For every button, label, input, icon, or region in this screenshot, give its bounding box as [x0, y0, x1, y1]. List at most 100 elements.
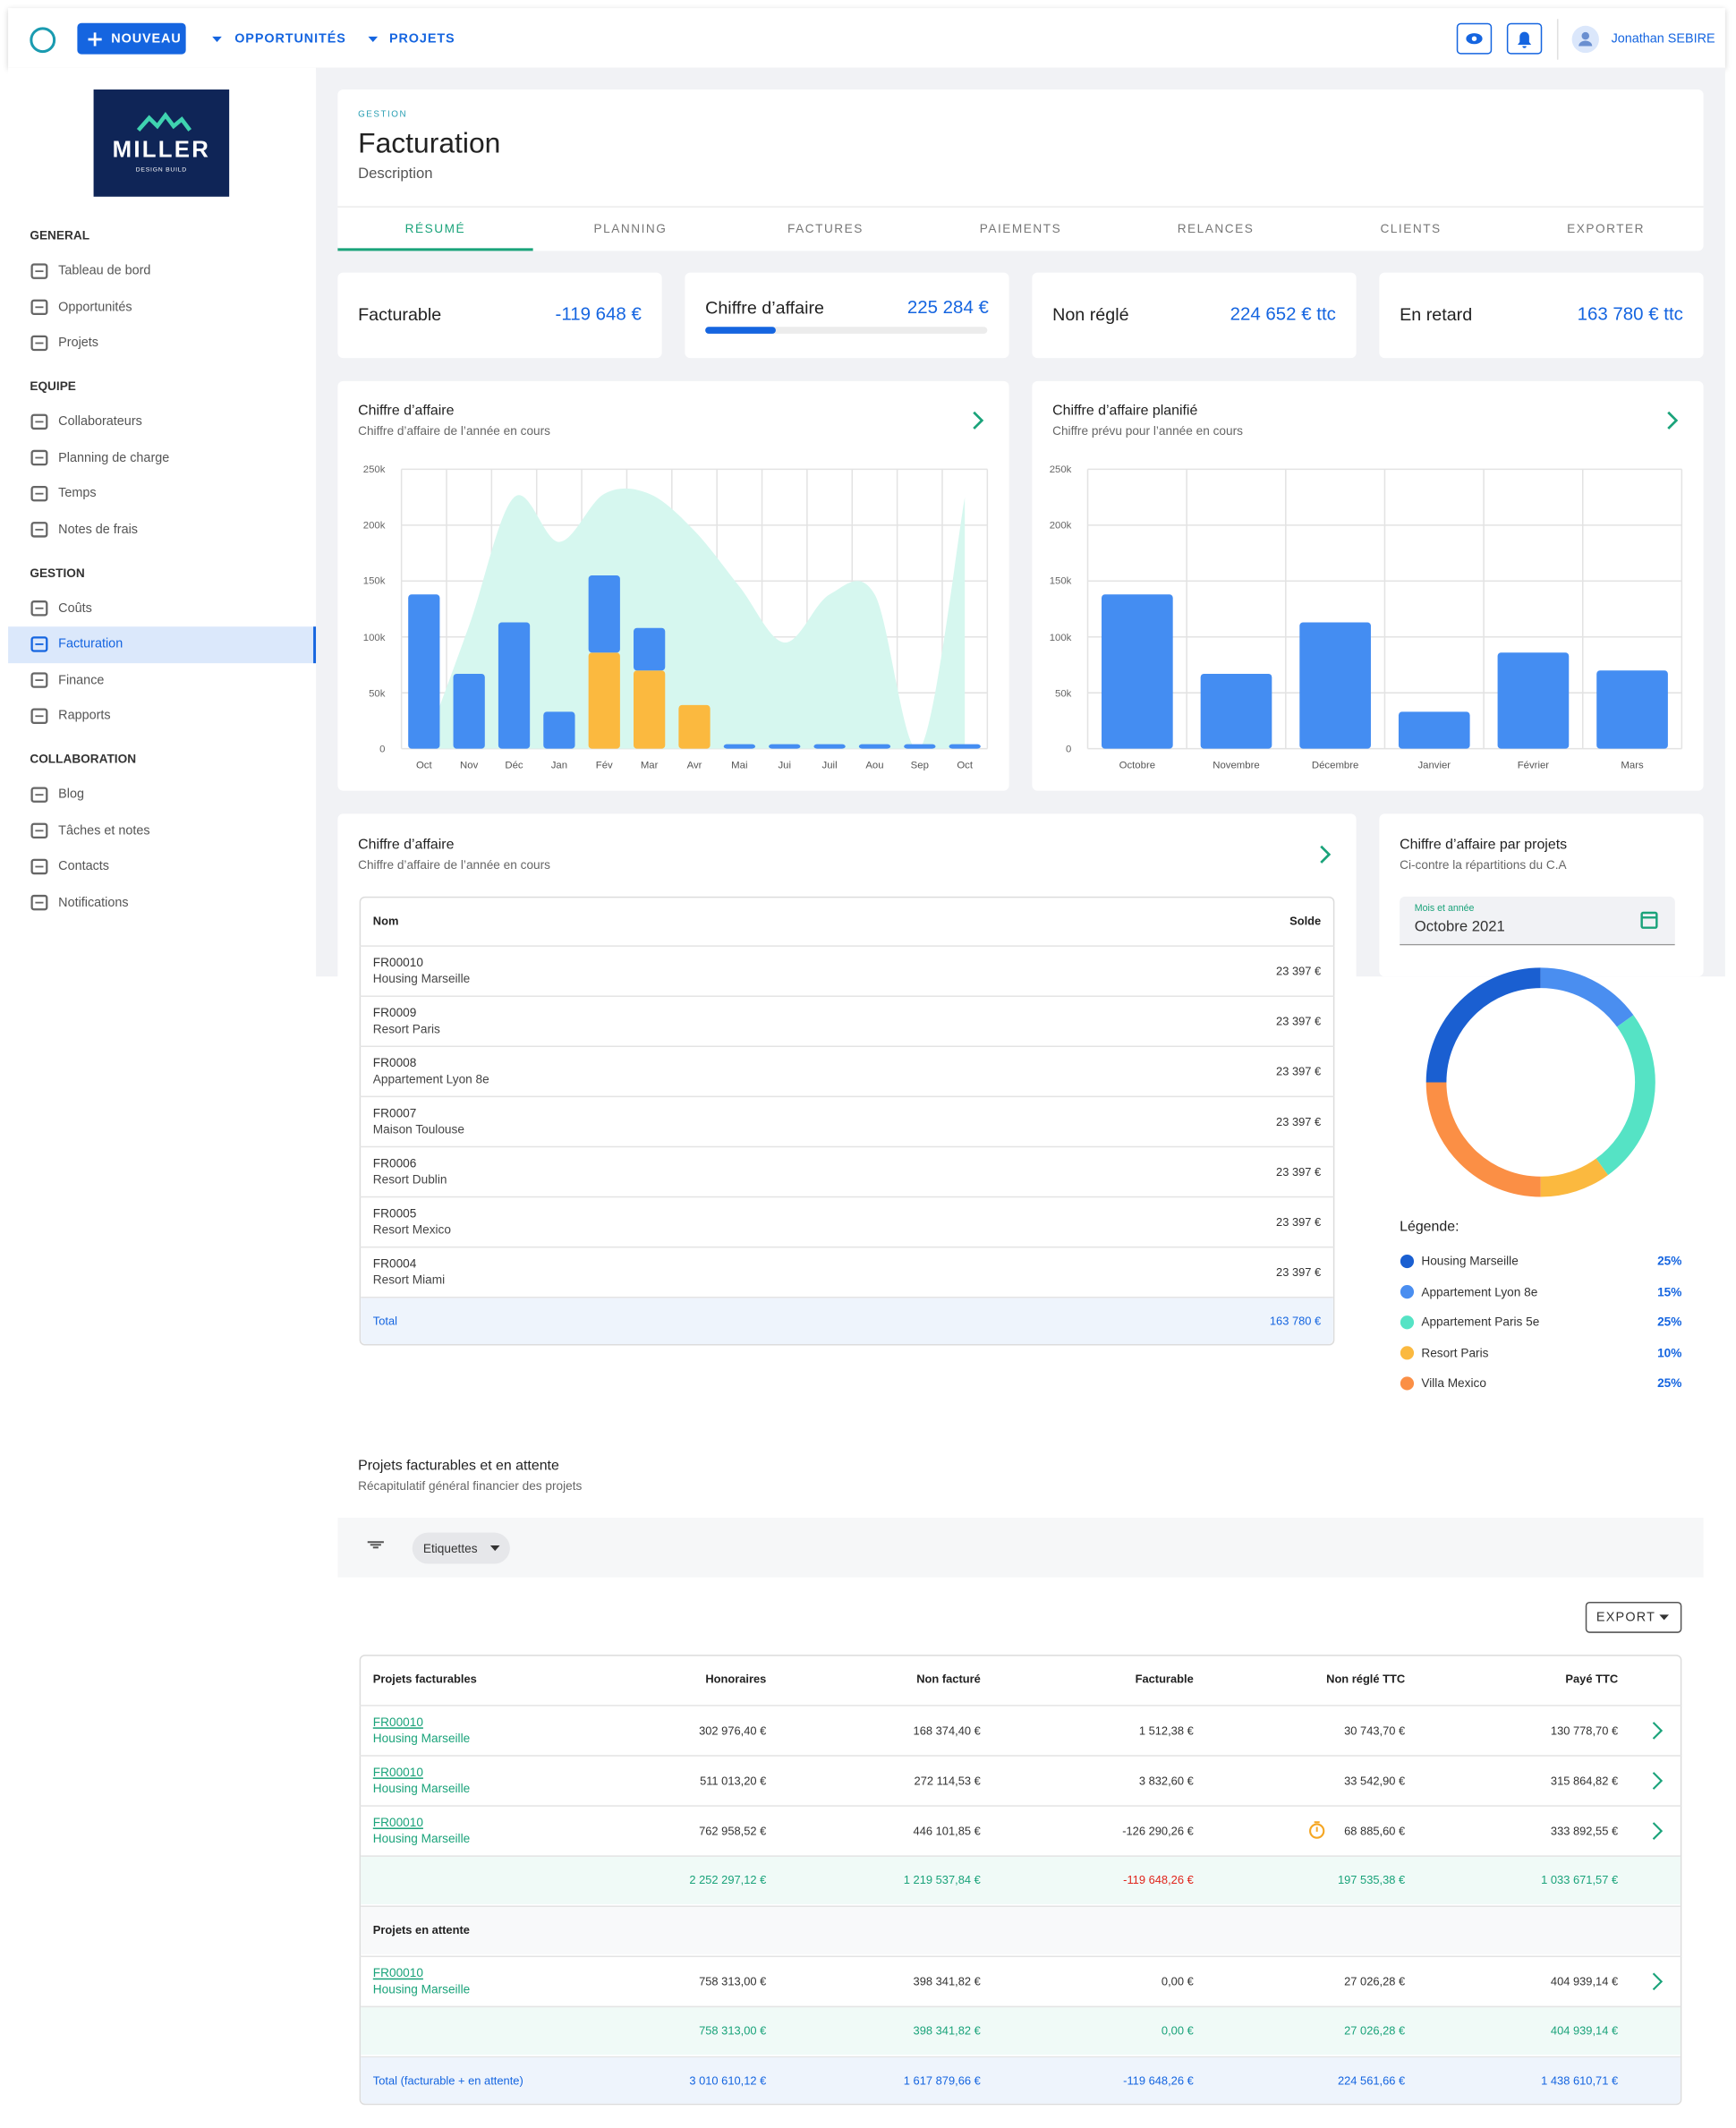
total-row — [361, 2056, 1681, 2104]
sidebar-link[interactable]: Coûts — [58, 600, 92, 616]
legend-label: Resort Paris — [1421, 1345, 1489, 1359]
x-tick-label: Oct — [415, 758, 432, 771]
new-button-label[interactable]: NOUVEAU — [111, 31, 182, 47]
amount: 27 026,28 € — [1344, 1974, 1406, 1988]
project-code[interactable]: FR00010 — [372, 1966, 423, 1980]
sidebar-link[interactable]: Projets — [58, 335, 99, 351]
invoice-amount: 23 397 € — [1276, 1214, 1322, 1230]
sidebar-link[interactable]: Notifications — [58, 895, 129, 910]
y-tick-label: 150k — [1049, 575, 1072, 588]
invoice-amount: 23 397 € — [1276, 1014, 1322, 1028]
app-logo — [30, 27, 56, 54]
chart-subtitle: Chiffre d’affaire de l’année en cours — [358, 423, 550, 438]
sidebar-link[interactable]: Tableau de bord — [58, 263, 151, 279]
tab[interactable]: FACTURES — [787, 221, 864, 236]
legend-dot — [1400, 1346, 1415, 1360]
invoice-code: FR0009 — [372, 1005, 417, 1020]
total-amount: 224 561,66 € — [1337, 2073, 1406, 2087]
tab[interactable]: PAIEMENTS — [979, 221, 1062, 236]
progress-track — [705, 327, 988, 334]
invoice-name: Resort Dublin — [372, 1172, 447, 1187]
date-field[interactable] — [1400, 896, 1675, 946]
subtotal-amount: 1 219 537,84 € — [903, 1872, 981, 1887]
legend-dot — [1400, 1285, 1415, 1299]
x-tick-label: Fév — [595, 758, 613, 771]
x-tick-label: Mars — [1621, 758, 1644, 771]
tab[interactable]: PLANNING — [593, 221, 668, 236]
subtotal-amount: 398 341,82 € — [913, 2023, 981, 2038]
y-tick-label: 250k — [362, 463, 386, 476]
sidebar-section-title: COLLABORATION — [30, 752, 137, 766]
alerts-button[interactable] — [1506, 22, 1543, 55]
total-amount: 1 617 879,66 € — [903, 2073, 981, 2087]
legend-label: Appartement Lyon 8e — [1421, 1284, 1538, 1298]
sidebar-link[interactable]: Notes de frais — [58, 522, 139, 537]
client-logo — [93, 89, 230, 197]
amount: 758 313,00 € — [699, 1974, 767, 1988]
amount: 168 374,40 € — [913, 1724, 981, 1738]
row-separator — [359, 1145, 1335, 1148]
tab[interactable]: RELANCES — [1177, 221, 1255, 236]
sidebar-link[interactable]: Rapports — [58, 708, 111, 724]
tab[interactable]: EXPORTER — [1567, 221, 1646, 236]
column-header: Payé TTC — [1565, 1672, 1619, 1686]
total-amount: -119 648,26 € — [1123, 2073, 1194, 2087]
chart-title: Chiffre d’affaire planifié — [1052, 402, 1198, 419]
legend-value: 10% — [1657, 1345, 1682, 1359]
sidebar-link[interactable]: Collaborateurs — [58, 413, 142, 430]
sidebar-link[interactable]: Finance — [58, 672, 105, 688]
x-tick-label: Avr — [686, 758, 702, 771]
group-title: Projets en attente — [372, 1923, 470, 1937]
sidebar-link[interactable]: Opportunités — [58, 299, 132, 315]
amount: 404 939,14 € — [1550, 1974, 1619, 1988]
tab[interactable]: RÉSUMÉ — [404, 221, 466, 236]
amount: 333 892,55 € — [1550, 1824, 1619, 1838]
tag-chip-label[interactable]: Etiquettes — [422, 1540, 478, 1555]
filter-bar — [337, 1517, 1704, 1578]
row-separator — [359, 995, 1335, 997]
total-amount: 163 780 € — [1269, 1314, 1322, 1328]
field-value: Octobre 2021 — [1414, 918, 1505, 935]
kpi-card — [1379, 272, 1704, 359]
invoice-name: Maison Toulouse — [372, 1122, 464, 1136]
menu-link[interactable]: PROJETS — [388, 31, 455, 47]
kpi-value: 224 652 € ttc — [1230, 303, 1336, 325]
x-tick-label: Sep — [910, 758, 929, 771]
section-title: Projets facturables et en attente — [358, 1457, 559, 1475]
legend-value: 25% — [1657, 1254, 1682, 1268]
y-tick-label: 100k — [1049, 630, 1072, 643]
user-name[interactable]: Jonathan SEBIRE — [1611, 31, 1715, 47]
column-header: Solde — [1289, 914, 1322, 928]
sidebar-link[interactable]: Facturation — [58, 636, 123, 651]
amount: 30 743,70 € — [1344, 1724, 1406, 1738]
view-button[interactable] — [1456, 22, 1493, 55]
sidebar-link[interactable]: Temps — [58, 486, 97, 501]
chart-subtitle: Chiffre prévu pour l’année en cours — [1052, 423, 1243, 438]
invoice-name: Appartement Lyon 8e — [372, 1072, 489, 1086]
project-code[interactable]: FR00010 — [372, 1815, 423, 1829]
kpi-card — [1032, 272, 1357, 359]
tab[interactable]: CLIENTS — [1380, 221, 1442, 236]
progress-fill — [705, 327, 776, 334]
project-code[interactable]: FR00010 — [372, 1765, 423, 1779]
legend-dot — [1400, 1315, 1415, 1330]
sidebar-link[interactable]: Tâches et notes — [58, 822, 150, 838]
y-tick-label: 50k — [369, 686, 386, 699]
menu-link[interactable]: OPPORTUNITÉS — [234, 31, 346, 47]
sidebar-link[interactable]: Contacts — [58, 858, 110, 874]
total-amount: 1 438 610,71 € — [1541, 2073, 1619, 2087]
amount: 511 013,20 € — [700, 1774, 767, 1788]
project-code[interactable]: FR00010 — [372, 1715, 423, 1729]
export-button[interactable] — [1585, 1601, 1682, 1633]
sidebar-link[interactable]: Planning de charge — [58, 449, 170, 465]
invoice-code: FR0006 — [372, 1156, 417, 1170]
kpi-card — [685, 272, 1009, 359]
y-tick-label: 150k — [362, 575, 386, 588]
sidebar-link[interactable]: Blog — [58, 787, 84, 803]
export-label[interactable]: EXPORT — [1596, 1609, 1656, 1625]
column-header: Projets facturables — [372, 1672, 477, 1686]
table-card — [337, 813, 1357, 1370]
x-tick-label: Février — [1517, 758, 1550, 771]
x-tick-label: Novembre — [1213, 758, 1260, 771]
amount: -126 290,26 € — [1122, 1824, 1194, 1838]
